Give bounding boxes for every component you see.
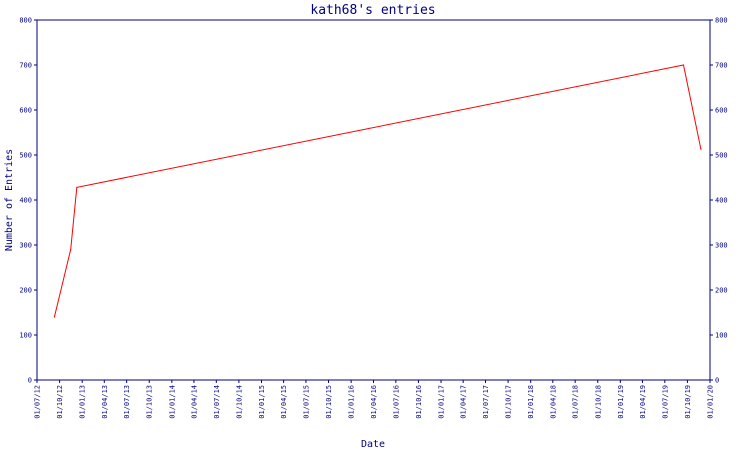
x-axis: 01/07/12 01/10/12 01/01/13 01/04/13 01/07/13… — [34, 380, 715, 419]
y-axis-right: 0 100 200 300 400 500 600 700 800 — [710, 17, 728, 385]
x-tick-label: 01/01/17 — [438, 385, 446, 419]
x-tick-label: 01/01/13 — [79, 385, 87, 419]
y-tick-label-right: 700 — [715, 62, 728, 70]
y-tick-label-right: 600 — [715, 107, 728, 115]
x-tick-label: 01/04/17 — [460, 385, 468, 419]
x-tick-label: 01/01/19 — [617, 385, 625, 419]
y-axis-left: 0 100 200 300 400 500 600 700 800 — [19, 17, 37, 385]
x-tick-label: 01/01/18 — [527, 385, 535, 419]
series-layer — [53, 64, 702, 318]
y-tick-label-left: 600 — [19, 107, 32, 115]
data-point — [70, 248, 72, 251]
y-tick-label-right: 300 — [715, 242, 728, 250]
x-tick-label: 01/07/15 — [302, 385, 310, 419]
y-tick-label-left: 400 — [19, 197, 32, 205]
x-tick-label: 01/10/16 — [415, 385, 423, 419]
y-tick-label-right: 500 — [715, 152, 728, 160]
x-tick-label: 01/10/17 — [505, 385, 513, 419]
x-tick-label: 01/04/15 — [280, 385, 288, 419]
x-tick-label: 01/07/13 — [123, 385, 131, 419]
y-tick-label-left: 100 — [19, 332, 32, 340]
y-tick-label-left: 200 — [19, 287, 32, 295]
x-tick-label: 01/04/13 — [101, 385, 109, 419]
x-tick-label: 01/01/15 — [258, 385, 266, 419]
x-tick-label: 01/04/18 — [549, 385, 557, 419]
x-axis-label: Date — [361, 439, 385, 450]
x-tick-label: 01/10/13 — [146, 385, 154, 419]
x-tick-label: 01/10/15 — [325, 385, 333, 419]
data-point — [53, 316, 56, 318]
data-point — [700, 148, 702, 150]
y-tick-label-left: 300 — [19, 242, 32, 250]
x-tick-label: 01/04/16 — [370, 385, 378, 419]
x-tick-label: 01/10/18 — [594, 385, 602, 419]
y-tick-label-right: 400 — [715, 197, 728, 205]
x-tick-label: 01/01/20 — [707, 385, 715, 419]
y-tick-label-right: 200 — [715, 287, 728, 295]
y-tick-label-left: 800 — [19, 17, 32, 25]
y-tick-label-left: 500 — [19, 152, 32, 160]
x-tick-label: 01/01/16 — [348, 385, 356, 419]
x-tick-label: 01/10/19 — [684, 385, 692, 419]
x-tick-label: 01/04/14 — [190, 385, 198, 419]
x-tick-label: 01/07/16 — [392, 385, 400, 419]
series-line — [53, 64, 702, 318]
y-tick-label-right: 100 — [715, 332, 728, 340]
x-tick-label: 01/07/14 — [213, 385, 221, 419]
x-tick-label: 01/07/17 — [482, 385, 490, 419]
data-point — [682, 64, 685, 66]
x-tick-label: 01/10/14 — [235, 385, 243, 419]
y-tick-label-left: 0 — [28, 377, 32, 385]
y-tick-label-right: 800 — [715, 17, 728, 25]
x-tick-label: 01/01/14 — [168, 385, 176, 419]
x-tick-label: 01/04/19 — [639, 385, 647, 419]
y-axis-label: Number of Entries — [4, 149, 15, 251]
x-tick-label: 01/10/12 — [56, 385, 64, 419]
plot-area — [36, 19, 711, 381]
y-tick-label-right: 0 — [715, 377, 719, 385]
y-tick-label-left: 700 — [19, 62, 32, 70]
data-point — [76, 186, 78, 188]
x-tick-label: 01/07/12 — [34, 385, 42, 419]
chart-title: kath68's entries — [310, 3, 435, 18]
plot-border — [36, 19, 711, 381]
x-tick-label: 01/07/18 — [572, 385, 580, 419]
x-tick-label: 01/07/19 — [661, 385, 669, 419]
